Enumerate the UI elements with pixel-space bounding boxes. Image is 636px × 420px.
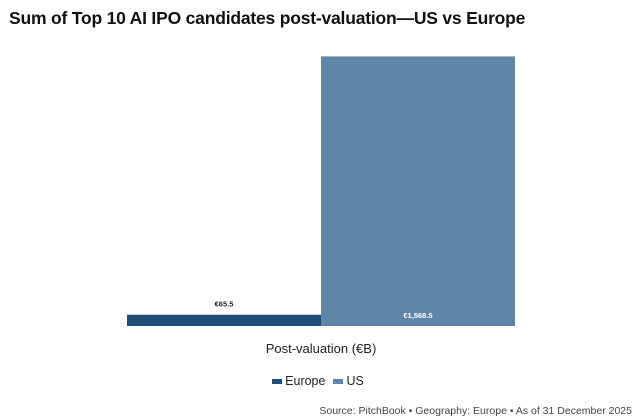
legend-item-europe: Europe (272, 374, 325, 388)
x-axis-label: Post-valuation (€B) (265, 341, 377, 356)
legend-item-us: US (333, 374, 364, 388)
legend: Europe US (0, 374, 636, 388)
legend-swatch-europe (272, 378, 283, 384)
legend-label-us: US (346, 374, 364, 388)
bar-europe (127, 314, 321, 326)
data-label-us: €1,568.5 (403, 311, 432, 320)
bar-us (321, 56, 515, 326)
data-label-europe: €65.5 (215, 300, 234, 309)
source-note: Source: PitchBook • Geography: Europe • … (319, 405, 632, 417)
plot-area: €65.5 €1,568.5 (127, 56, 515, 326)
legend-label-europe: Europe (285, 374, 326, 388)
chart-title: Sum of Top 10 AI IPO candidates post-val… (9, 8, 526, 28)
legend-swatch-us (333, 378, 344, 384)
